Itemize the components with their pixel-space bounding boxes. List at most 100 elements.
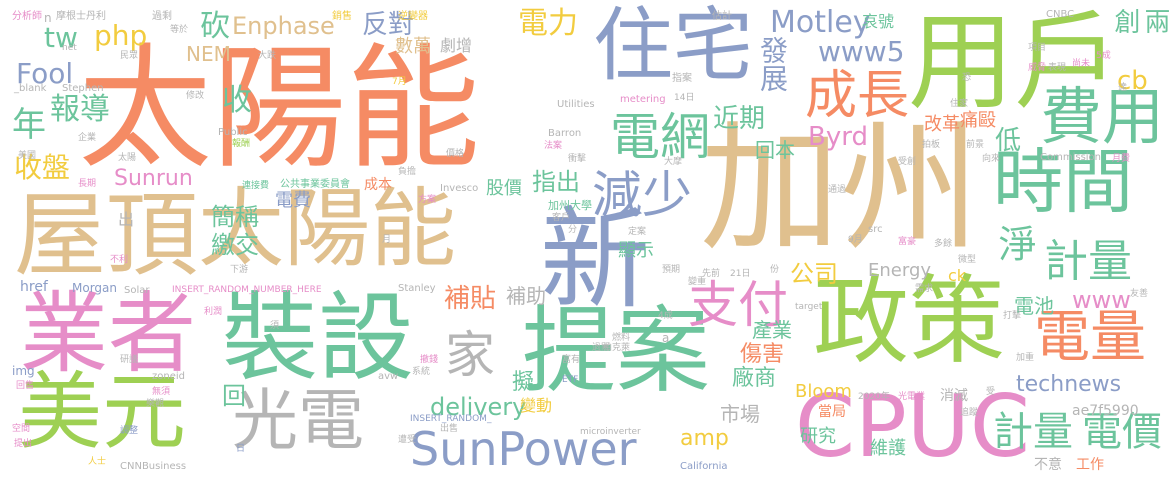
word-chaqian: 遭受	[398, 435, 417, 445]
word-fudan: 衝擊	[568, 154, 587, 164]
word-chengben: 成本	[364, 177, 392, 193]
word-baodao: 報導	[50, 92, 110, 127]
word-nibianqi: 逆變器	[398, 11, 428, 22]
word-dengyu: 銷售	[332, 11, 352, 22]
word-zhuizong: 加重	[1016, 353, 1035, 363]
word-avw: avw	[378, 371, 399, 382]
word-guoguan: 4成	[658, 311, 673, 321]
word-shijian: 時間	[993, 141, 1133, 223]
word-dianwang: 電網	[610, 108, 710, 166]
word-yue: 出售	[440, 424, 459, 434]
word-qianjing: 拍板	[922, 140, 941, 150]
word-dianjia: 電價	[1082, 409, 1162, 455]
word-butie: 補貼	[444, 284, 497, 314]
word-california: California	[680, 461, 728, 472]
word-shanghai: 傷害	[740, 342, 785, 367]
word-xianqian: 變重	[688, 277, 707, 287]
word-bloom: Bloom	[795, 381, 852, 402]
word-cnbc: CNBC	[1046, 9, 1075, 20]
word-ck: ck	[948, 266, 967, 285]
word-weihu: 維護	[870, 438, 906, 459]
word-www5: www5	[818, 35, 905, 68]
word-stephen: Stephen	[62, 83, 104, 94]
word-chu: 出	[118, 210, 135, 229]
word-shouchuang: 前景	[966, 140, 985, 150]
word-jing: 淨	[992, 224, 1036, 262]
word-dianli: 電力	[518, 6, 578, 41]
word-xiayou: 不利	[110, 255, 129, 265]
word-gonggongshiye: 公共事業委員會	[280, 179, 350, 190]
word-xiaomie: 消滅	[940, 388, 968, 404]
word-public: Public	[218, 127, 248, 138]
word-php: php	[94, 19, 148, 52]
word-src: src	[868, 224, 883, 235]
word-sunrun: Sunrun	[114, 166, 193, 191]
word-insert-random-number-here: INSERT_RANDOM_NUMBER_HERE	[172, 285, 322, 295]
word-yezhe: 業者	[20, 282, 197, 385]
word-fen: 月	[382, 235, 392, 245]
word-bianzhong: 預期	[662, 265, 681, 275]
word-gujia: 股價	[486, 178, 522, 199]
word-paiban: 微型	[958, 255, 977, 265]
word-utilities: Utilities	[557, 99, 595, 110]
word-jiazhong: 受	[986, 387, 996, 397]
word-ri: 人士	[88, 457, 107, 467]
word-zhian: 指案	[672, 73, 692, 84]
word-guji: 估計	[712, 11, 732, 22]
word-technews: technews	[1016, 372, 1122, 397]
word-21ri: 先前	[702, 269, 721, 279]
word-nian: 年	[12, 105, 46, 145]
word-img: img	[12, 364, 35, 378]
word-dadie: 5成	[1096, 51, 1111, 61]
word-insert-random: INSERT_RANDOM_	[410, 414, 492, 424]
word-yuefei: 達	[1118, 83, 1128, 93]
word-jia: 家	[445, 326, 495, 384]
word-jiage: 系統	[412, 367, 431, 377]
word-cb: cb	[1117, 66, 1148, 96]
word-ae7f5990: ae7f5990	[1072, 403, 1139, 419]
word-shangwei: 恐	[962, 73, 972, 83]
word-biandong: 變動	[520, 396, 553, 415]
word-xianglai: 友善	[1130, 289, 1149, 299]
word-nem: NEM	[186, 42, 231, 66]
word-chushou: 須	[270, 321, 280, 331]
word-fool: Fool	[16, 57, 74, 90]
word-enphase: Enphase	[232, 12, 335, 40]
word-a: a	[662, 331, 670, 345]
word-cpuc: CPUC	[795, 377, 1030, 477]
word-jianshao: 減少	[592, 166, 692, 224]
word-meiguo: 報酬	[232, 139, 251, 149]
word-mogenshidanli: 摩根士丹利	[56, 11, 106, 22]
word-fuyou: 過關	[592, 343, 611, 353]
word-shichang: 市場	[720, 402, 760, 426]
word-lirun: 下游	[230, 265, 249, 275]
word-yanjiu: 研究	[800, 426, 836, 447]
word-xuqiu: 多餘	[934, 239, 953, 249]
word-jiazhoudaxue: 加州大學	[548, 199, 592, 212]
word-shou2: 打擊	[1003, 311, 1022, 321]
word-taiyangneng-second: 太陽能	[198, 179, 456, 279]
word-barron: Barron	[548, 128, 582, 139]
word-byrd: Byrd	[808, 122, 868, 152]
word-ranliao: 富有	[562, 355, 581, 365]
word-tian: 提案	[522, 297, 711, 406]
word-www: www	[1072, 286, 1131, 314]
word-feiyong: 費用	[1040, 80, 1165, 153]
word-kehu: 方案	[418, 195, 437, 205]
word-yonghu: 用戶	[908, 1, 1120, 124]
word-xu: 燃料	[612, 333, 631, 343]
word-guosheng: 分析師	[12, 11, 42, 22]
word-jinqi: 近期	[713, 104, 766, 134]
word-minzhong: 等於	[170, 25, 189, 35]
word-baochou: 企業	[78, 133, 97, 143]
word-di: 低	[995, 126, 1022, 156]
word-taiyang: 美國	[18, 151, 37, 161]
word-zhengce: 政策	[813, 265, 1005, 377]
word-tongou: 痛毆	[960, 110, 996, 131]
word-dangju: 當局	[818, 404, 846, 420]
word-sunpower: SunPower	[410, 422, 637, 476]
word-etf: ETF	[562, 375, 579, 385]
word-invesco: Invesco	[440, 183, 479, 194]
word-microinverter: microinverter	[580, 427, 641, 437]
word-5cheng: 項目	[1028, 43, 1047, 53]
